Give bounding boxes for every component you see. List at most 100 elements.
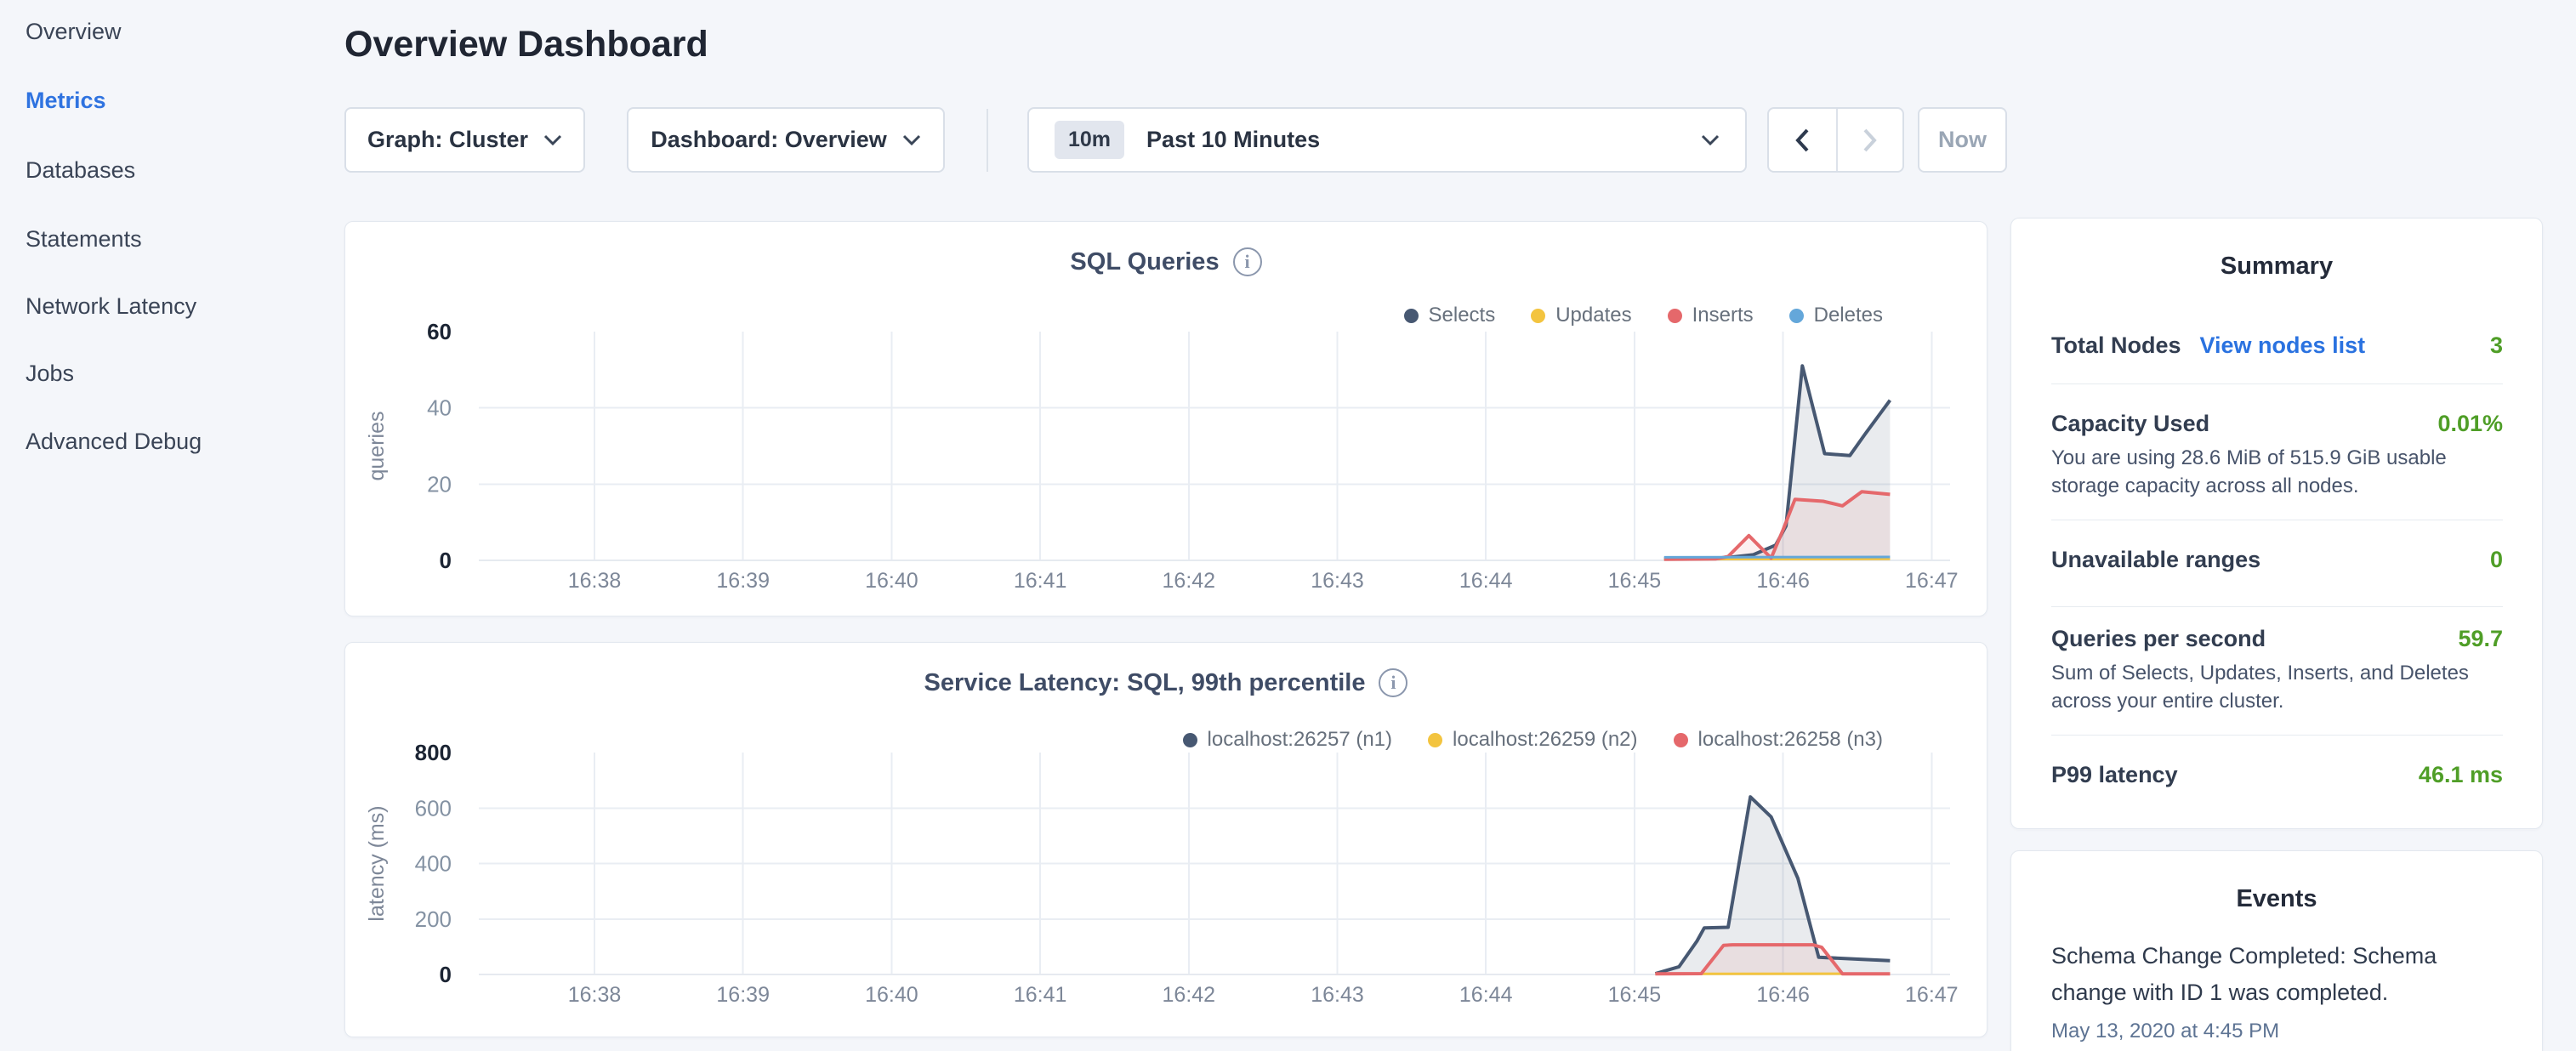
info-icon[interactable]: i: [1379, 668, 1407, 697]
svg-text:0: 0: [440, 962, 452, 987]
legend-dot: [1674, 733, 1688, 747]
chart-legend: Selects Updates Inserts Deletes: [1404, 304, 1884, 327]
legend-item-deletes: Deletes: [1789, 304, 1883, 327]
chevron-down-icon: [902, 134, 921, 146]
view-nodes-list-link[interactable]: View nodes list: [2200, 332, 2366, 359]
queries-per-second-label: Queries per second: [2051, 626, 2266, 652]
legend-label: Inserts: [1692, 304, 1754, 327]
svg-text:16:45: 16:45: [1608, 569, 1662, 593]
time-step-forward-button[interactable]: [1836, 109, 1903, 171]
unavailable-ranges-label: Unavailable ranges: [2051, 547, 2260, 573]
divider: [2051, 606, 2503, 607]
svg-text:16:47: 16:47: [1905, 983, 1959, 1007]
page-title: Overview Dashboard: [344, 24, 708, 65]
sidebar-item-databases[interactable]: Databases: [26, 157, 135, 184]
svg-text:16:45: 16:45: [1608, 983, 1662, 1007]
summary-row-total-nodes: Total Nodes View nodes list 3: [2051, 327, 2503, 364]
svg-text:16:41: 16:41: [1014, 569, 1067, 593]
legend-dot: [1428, 733, 1442, 747]
time-range-selector[interactable]: 10m Past 10 Minutes: [1027, 107, 1747, 173]
capacity-description: You are using 28.6 MiB of 515.9 GiB usab…: [2051, 444, 2481, 500]
sidebar-item-network-latency[interactable]: Network Latency: [26, 293, 196, 320]
svg-text:16:38: 16:38: [568, 569, 622, 593]
summary-row-qps: Queries per second 59.7: [2051, 620, 2503, 657]
legend-item-n3: localhost:26258 (n3): [1674, 728, 1883, 752]
now-button[interactable]: Now: [1918, 107, 2007, 173]
svg-text:16:39: 16:39: [716, 983, 770, 1007]
svg-text:16:43: 16:43: [1311, 983, 1364, 1007]
events-title: Events: [2011, 885, 2542, 913]
divider: [2051, 735, 2503, 736]
svg-text:16:42: 16:42: [1163, 569, 1216, 593]
legend-item-n1: localhost:26257 (n1): [1183, 728, 1392, 752]
svg-text:16:44: 16:44: [1459, 569, 1513, 593]
sidebar-item-advanced-debug[interactable]: Advanced Debug: [26, 429, 202, 455]
sidebar-item-metrics[interactable]: Metrics: [26, 88, 106, 114]
svg-text:latency (ms): latency (ms): [365, 805, 389, 921]
legend-label: Updates: [1555, 304, 1631, 327]
svg-text:40: 40: [427, 395, 452, 421]
svg-text:60: 60: [427, 319, 452, 344]
time-step-back-button[interactable]: [1769, 109, 1836, 171]
summary-row-p99: P99 latency 46.1 ms: [2051, 756, 2503, 793]
event-item-text[interactable]: Schema Change Completed: Schema change w…: [2051, 938, 2481, 1011]
legend-dot: [1183, 733, 1197, 747]
svg-text:16:46: 16:46: [1756, 983, 1810, 1007]
legend-label: Selects: [1429, 304, 1496, 327]
now-button-label: Now: [1938, 127, 1987, 153]
chart-title: Service Latency: SQL, 99th percentile: [924, 669, 1366, 697]
sidebar-item-statements[interactable]: Statements: [26, 226, 142, 253]
graph-dropdown-label: Graph: Cluster: [367, 127, 528, 153]
legend-dot: [1789, 309, 1804, 323]
svg-text:16:40: 16:40: [865, 983, 918, 1007]
summary-title: Summary: [2011, 253, 2542, 281]
queries-per-second-value: 59.7: [2458, 626, 2503, 652]
p99-latency-label: P99 latency: [2051, 762, 2178, 788]
time-range-label: Past 10 Minutes: [1146, 127, 1320, 153]
sidebar-item-overview[interactable]: Overview: [26, 19, 122, 45]
svg-text:16:47: 16:47: [1905, 569, 1959, 593]
svg-text:200: 200: [415, 906, 452, 932]
svg-text:16:39: 16:39: [716, 569, 770, 593]
chevron-down-icon: [1701, 134, 1720, 146]
capacity-used-value: 0.01%: [2437, 411, 2503, 437]
events-panel: Events Schema Change Completed: Schema c…: [2010, 850, 2543, 1051]
svg-text:queries: queries: [365, 412, 389, 481]
svg-text:0: 0: [440, 548, 452, 573]
legend-label: Deletes: [1814, 304, 1883, 327]
total-nodes-label: Total Nodes: [2051, 332, 2181, 359]
chart-title: SQL Queries: [1070, 248, 1219, 276]
service-latency-chart: 020040060080016:3816:3916:4016:4116:4216…: [345, 643, 1988, 1038]
legend-label: localhost:26259 (n2): [1453, 728, 1637, 752]
summary-row-capacity: Capacity Used 0.01%: [2051, 405, 2503, 442]
summary-panel: Summary Total Nodes View nodes list 3 Ca…: [2010, 218, 2543, 829]
legend-label: localhost:26257 (n1): [1208, 728, 1392, 752]
svg-text:800: 800: [415, 740, 452, 765]
legend-item-inserts: Inserts: [1668, 304, 1754, 327]
service-latency-chart-card: 020040060080016:3816:3916:4016:4116:4216…: [344, 642, 1987, 1037]
divider: [2051, 383, 2503, 384]
legend-item-updates: Updates: [1531, 304, 1631, 327]
svg-text:400: 400: [415, 851, 452, 877]
capacity-used-label: Capacity Used: [2051, 411, 2209, 437]
legend-item-selects: Selects: [1404, 304, 1496, 327]
svg-text:600: 600: [415, 795, 452, 821]
legend-item-n2: localhost:26259 (n2): [1428, 728, 1637, 752]
dashboard-dropdown[interactable]: Dashboard: Overview: [627, 107, 945, 173]
chevron-right-icon: [1862, 128, 1878, 153]
graph-node-dropdown[interactable]: Graph: Cluster: [344, 107, 585, 173]
svg-text:16:42: 16:42: [1163, 983, 1216, 1007]
svg-text:16:46: 16:46: [1756, 569, 1810, 593]
sidebar-item-jobs[interactable]: Jobs: [26, 361, 74, 387]
svg-text:16:38: 16:38: [568, 983, 622, 1007]
time-step-buttons: [1767, 107, 1904, 173]
p99-latency-value: 46.1 ms: [2419, 762, 2503, 788]
dashboard-dropdown-label: Dashboard: Overview: [651, 127, 887, 153]
chart-legend: localhost:26257 (n1) localhost:26259 (n2…: [1183, 728, 1883, 752]
legend-dot: [1668, 309, 1682, 323]
sql-queries-chart: 020406016:3816:3916:4016:4116:4216:4316:…: [345, 222, 1988, 617]
info-icon[interactable]: i: [1233, 247, 1262, 276]
legend-label: localhost:26258 (n3): [1698, 728, 1883, 752]
qps-description: Sum of Selects, Updates, Inserts, and De…: [2051, 659, 2481, 715]
legend-dot: [1531, 309, 1545, 323]
